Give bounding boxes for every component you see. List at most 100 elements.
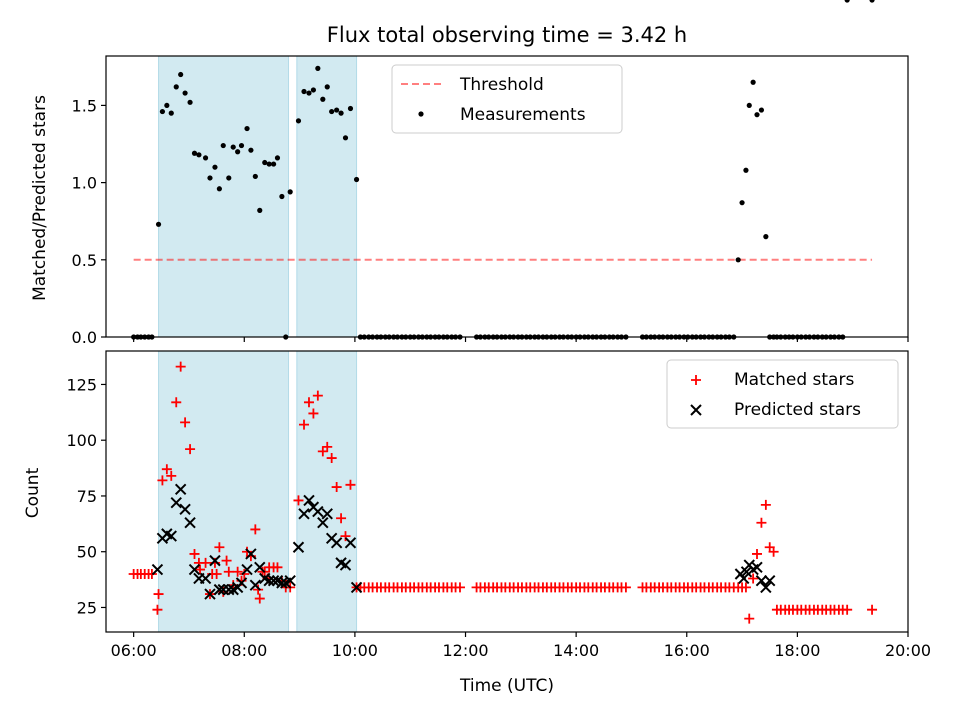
measurement-point <box>844 0 850 3</box>
matched-star-point <box>842 604 853 615</box>
measurement-point <box>735 257 741 263</box>
predicted-star-point <box>344 537 357 549</box>
measurement-point <box>310 87 317 93</box>
measurement-point <box>342 135 349 141</box>
measurement-point <box>159 108 166 115</box>
x-tick-label: 20:00 <box>885 641 931 660</box>
matched-star-point <box>317 446 328 457</box>
top-panel-shaded-interval-2 <box>296 55 358 338</box>
measurement-point <box>155 221 162 227</box>
predicted-star-point <box>170 496 182 509</box>
matched-star-point <box>308 408 319 419</box>
measurement-point <box>739 200 745 206</box>
measurement-point <box>252 173 258 180</box>
predicted-star-point <box>213 583 226 596</box>
top-panel-legend: Threshold Measurements <box>391 64 623 134</box>
matched-star-point <box>254 593 265 604</box>
top-panel-y-axis-label: Matched/Predicted stars <box>30 95 50 301</box>
top-panel-shaded-interval-1 <box>158 55 290 338</box>
measurement-point <box>202 155 209 161</box>
measurement-point <box>164 102 170 109</box>
predicted-star-point <box>267 574 280 587</box>
matched-star-point <box>293 495 304 506</box>
predicted-star-point <box>199 572 212 585</box>
predicted-star-point <box>174 483 187 495</box>
bottom-panel-y-tick-label: 50 <box>77 543 97 562</box>
predicted-star-point <box>235 577 248 589</box>
predicted-star-point <box>738 572 750 585</box>
predicted-stars-legend-swatch <box>690 404 702 416</box>
measurement-point <box>226 175 232 181</box>
matched-star-point <box>200 557 211 568</box>
matched-star-point <box>166 470 177 481</box>
matched-star-point <box>340 531 351 542</box>
matched-star-point <box>752 548 763 559</box>
predicted-star-point <box>204 588 216 600</box>
x-tick-label: 12:00 <box>442 641 488 660</box>
measurement-point <box>279 193 285 200</box>
matched-star-point <box>756 517 767 528</box>
matched-star-point <box>740 582 751 593</box>
measurement-point <box>334 107 340 113</box>
measurement-point <box>347 105 354 112</box>
matched-star-point <box>250 524 261 535</box>
predicted-star-point <box>165 530 177 542</box>
matched-star-point <box>232 566 243 577</box>
measurement-point <box>257 207 263 213</box>
measurement-point <box>287 189 293 195</box>
matched-star-point <box>157 475 168 486</box>
x-tick-label: 14:00 <box>553 641 599 660</box>
predicted-star-point <box>209 554 221 567</box>
measurement-point <box>338 110 344 116</box>
measurement-point <box>750 79 756 85</box>
top-panel-y-tick-label: 1.0 <box>72 174 97 193</box>
predicted-star-point <box>292 541 305 553</box>
legend-box <box>666 359 899 429</box>
matched-star-point <box>748 573 759 584</box>
matched-star-point <box>299 419 310 430</box>
x-tick-label: 10:00 <box>332 641 378 660</box>
bottom-panel-y-tick-label: 100 <box>66 431 97 450</box>
matched-star-point <box>760 499 771 510</box>
measurement-point <box>324 84 330 90</box>
bottom-panel-shaded-interval-2 <box>296 350 358 633</box>
predicted-star-point <box>330 537 343 549</box>
predicted-star-point <box>764 574 776 587</box>
matched-stars-legend-label: Matched stars <box>734 370 854 390</box>
x-tick-label: 06:00 <box>111 641 157 660</box>
bottom-panel-y-axis-label: Count <box>23 467 43 518</box>
threshold-legend-label: Threshold <box>459 75 544 95</box>
measurement-point <box>230 144 236 150</box>
matched-star-point <box>171 397 182 408</box>
matched-star-point <box>454 582 465 593</box>
measurement-point <box>754 112 760 118</box>
bottom-panel-frame <box>105 350 909 633</box>
matched-star-point <box>223 566 234 577</box>
predicted-star-point <box>188 563 201 576</box>
measurement-point <box>315 65 321 71</box>
measurements-legend-swatch <box>418 111 424 117</box>
predicted-star-point <box>350 581 363 594</box>
legend-box <box>391 64 623 134</box>
matched-star-point <box>322 441 333 452</box>
predicted-star-point <box>223 583 235 596</box>
predicted-star-point <box>254 561 266 574</box>
matched-star-point <box>152 604 163 615</box>
matched-star-point <box>214 542 225 553</box>
matched-star-point <box>239 569 250 580</box>
measurement-point <box>270 161 277 167</box>
measurement-point <box>196 152 202 158</box>
bottom-panel-y-tick-label: 75 <box>77 487 97 506</box>
matched-star-point <box>175 361 186 372</box>
x-tick-label: 16:00 <box>664 641 710 660</box>
predicted-star-point <box>312 505 324 518</box>
matched-star-point <box>195 564 206 575</box>
predicted-star-point <box>276 577 288 589</box>
measurement-point <box>329 108 335 115</box>
measurement-point <box>306 90 312 96</box>
measurement-point <box>320 96 326 102</box>
bottom-panel-y-tick-label: 125 <box>66 375 97 394</box>
measurement-point <box>216 186 222 192</box>
predicted-star-point <box>179 503 191 516</box>
